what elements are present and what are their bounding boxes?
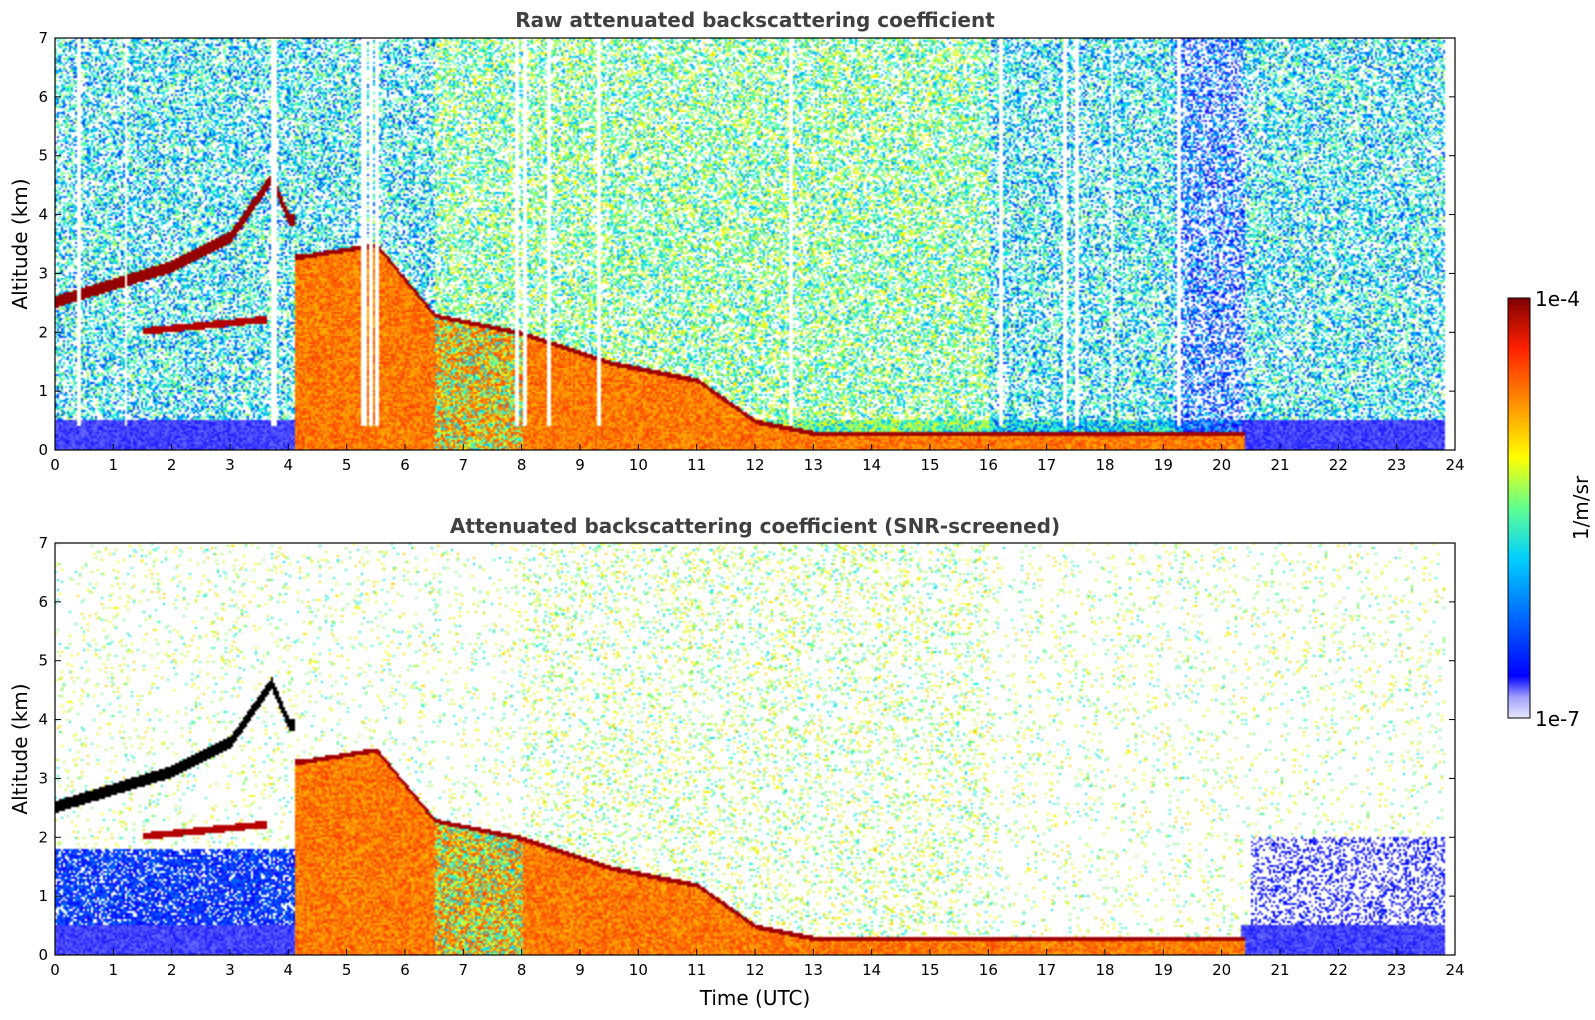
- x-tick-label: 3: [225, 961, 235, 979]
- x-tick-label: 4: [284, 456, 294, 474]
- x-tick-label: 23: [1387, 456, 1406, 474]
- panel-screened-ylabel: Altitude (km): [8, 683, 32, 814]
- panel-raw-title: Raw attenuated backscattering coefficien…: [515, 8, 995, 32]
- y-tick-label: 1: [38, 382, 48, 400]
- x-tick-label: 20: [1212, 456, 1231, 474]
- x-tick-label: 21: [1270, 961, 1289, 979]
- x-tick-label: 5: [342, 961, 352, 979]
- colorbar-min-label: 1e-7: [1535, 707, 1580, 731]
- panel-raw: Raw attenuated backscattering coefficien…: [8, 8, 1465, 474]
- backscatter-curtain: [55, 543, 1455, 955]
- x-tick-label: 17: [1037, 961, 1056, 979]
- x-tick-label: 3: [225, 456, 235, 474]
- panel-screened-xlabel: Time (UTC): [699, 986, 811, 1010]
- x-tick-label: 9: [575, 456, 585, 474]
- y-tick-label: 3: [38, 769, 48, 787]
- x-tick-label: 10: [629, 961, 648, 979]
- x-tick-label: 15: [920, 456, 939, 474]
- colorbar-unit-label: 1/m/sr: [1569, 475, 1593, 540]
- x-tick-label: 13: [804, 961, 823, 979]
- x-tick-label: 6: [400, 456, 410, 474]
- y-tick-label: 4: [38, 711, 48, 729]
- x-tick-label: 18: [1095, 961, 1114, 979]
- y-tick-label: 4: [38, 206, 48, 224]
- panel-screened-title: Attenuated backscattering coefficient (S…: [450, 514, 1060, 538]
- x-tick-label: 0: [50, 961, 60, 979]
- colorbar: 1e-4 1e-7 1/m/sr: [1507, 287, 1593, 731]
- x-tick-label: 7: [459, 961, 469, 979]
- x-tick-label: 19: [1154, 961, 1173, 979]
- x-tick-label: 15: [920, 961, 939, 979]
- x-tick-label: 5: [342, 456, 352, 474]
- y-tick-label: 3: [38, 264, 48, 282]
- panel-screened-heatmap: [55, 543, 1455, 955]
- x-tick-label: 1: [109, 456, 119, 474]
- x-tick-label: 24: [1445, 961, 1464, 979]
- x-tick-label: 9: [575, 961, 585, 979]
- x-tick-label: 2: [167, 456, 177, 474]
- y-tick-label: 7: [38, 534, 48, 552]
- y-tick-label: 0: [38, 441, 48, 459]
- panel-screened-yticks: 0 1 2 3 4 5 6 7: [38, 534, 1455, 964]
- x-tick-label: 17: [1037, 456, 1056, 474]
- x-tick-label: 8: [517, 456, 527, 474]
- x-tick-label: 2: [167, 961, 177, 979]
- x-tick-label: 20: [1212, 961, 1231, 979]
- y-tick-label: 0: [38, 946, 48, 964]
- x-tick-label: 13: [804, 456, 823, 474]
- x-tick-label: 0: [50, 456, 60, 474]
- backscatter-curtain: [55, 38, 1455, 450]
- panel-raw-yticks: 0 1 2 3 4 5 6 7: [38, 29, 1455, 459]
- x-tick-label: 16: [979, 961, 998, 979]
- panel-raw-ylabel: Altitude (km): [8, 178, 32, 309]
- panel-raw-xticks: 0 1 2 3 4 5 6 7 8 9 10 11 12 13 14 15 16 17 18 19 20 21 22 23 24: [50, 444, 1465, 474]
- x-tick-label: 12: [745, 961, 764, 979]
- x-tick-label: 19: [1154, 456, 1173, 474]
- y-tick-label: 2: [38, 323, 48, 341]
- x-tick-label: 1: [109, 961, 119, 979]
- panel-raw-heatmap: [55, 38, 1455, 450]
- x-tick-label: 8: [517, 961, 527, 979]
- x-tick-label: 16: [979, 456, 998, 474]
- y-tick-label: 7: [38, 29, 48, 47]
- panel-screened: Attenuated backscattering coefficient (S…: [8, 514, 1465, 1010]
- x-tick-label: 7: [459, 456, 469, 474]
- x-tick-label: 4: [284, 961, 294, 979]
- x-tick-label: 6: [400, 961, 410, 979]
- x-tick-label: 24: [1445, 456, 1464, 474]
- y-tick-label: 2: [38, 828, 48, 846]
- x-tick-label: 14: [862, 961, 881, 979]
- colorbar-gradient: [1507, 297, 1531, 719]
- y-tick-label: 6: [38, 88, 48, 106]
- x-tick-label: 22: [1329, 456, 1348, 474]
- y-tick-label: 6: [38, 593, 48, 611]
- panel-screened-xticks: 0 1 2 3 4 5 6 7 8 9 10 11 12 13 14 15 16 17 18 19 20 21 22 23 24: [50, 949, 1465, 979]
- x-tick-label: 14: [862, 456, 881, 474]
- x-tick-label: 21: [1270, 456, 1289, 474]
- y-tick-label: 5: [38, 147, 48, 165]
- y-tick-label: 1: [38, 887, 48, 905]
- x-tick-label: 11: [687, 456, 706, 474]
- colorbar-max-label: 1e-4: [1535, 287, 1580, 311]
- x-tick-label: 23: [1387, 961, 1406, 979]
- x-tick-label: 10: [629, 456, 648, 474]
- x-tick-label: 11: [687, 961, 706, 979]
- x-tick-label: 12: [745, 456, 764, 474]
- x-tick-label: 18: [1095, 456, 1114, 474]
- y-tick-label: 5: [38, 652, 48, 670]
- x-tick-label: 22: [1329, 961, 1348, 979]
